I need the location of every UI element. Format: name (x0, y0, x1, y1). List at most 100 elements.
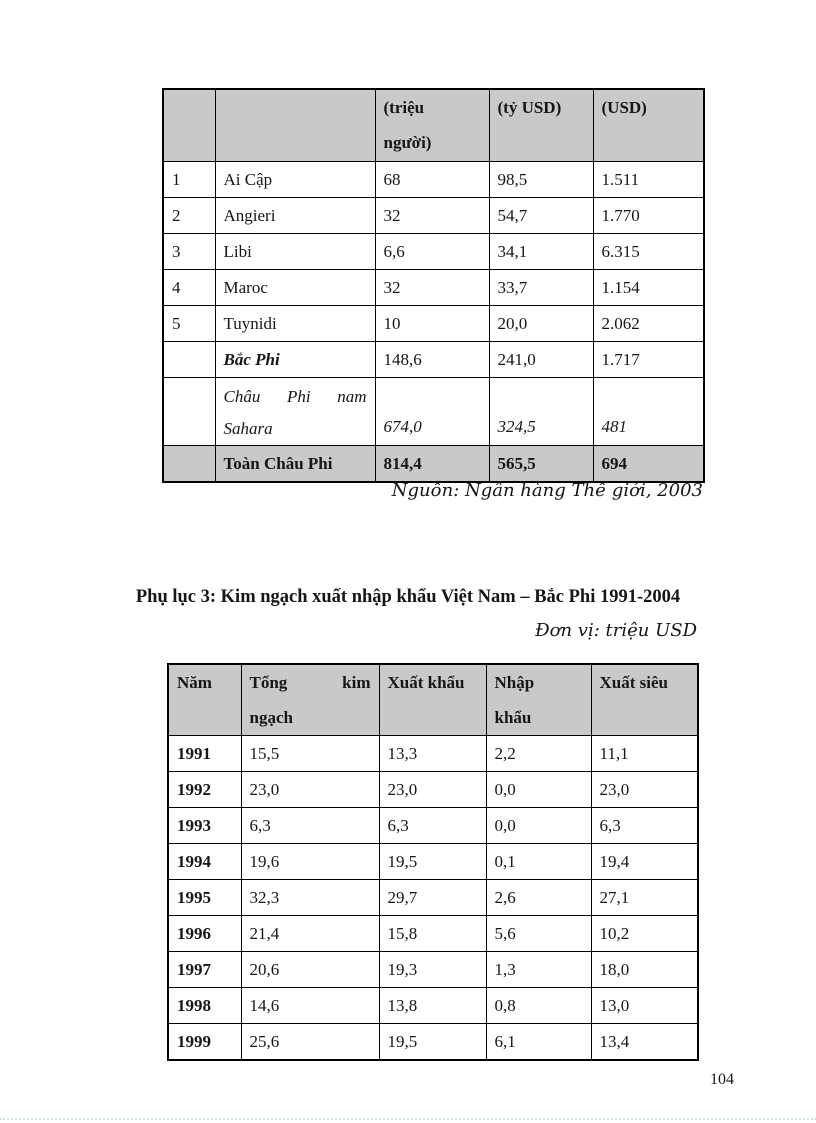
country-name: Libi (214, 232, 376, 270)
import-cell: 2,6 (485, 879, 592, 916)
region-name: Châu Phi nam Sahara (214, 376, 376, 446)
year-cell: 1997 (167, 951, 242, 988)
export-cell: 6,3 (378, 807, 487, 844)
gdp-value: 34,1 (488, 232, 594, 270)
total-cell: 20,6 (240, 951, 380, 988)
surplus-cell: 11,1 (590, 735, 699, 772)
per-capita-value: 1.154 (592, 268, 705, 306)
export-cell: 13,8 (378, 987, 487, 1024)
import-cell: 0,8 (485, 987, 592, 1024)
total-cell: 15,5 (240, 735, 380, 772)
import-cell: 5,6 (485, 915, 592, 952)
import-cell: 0,1 (485, 843, 592, 880)
region-name: Bắc Phi (214, 340, 376, 378)
table1-header-row: (triệu người) (tỷ USD) (USD) (162, 88, 705, 162)
surplus-cell: 23,0 (590, 771, 699, 808)
header-total-line2: ngạch (249, 708, 293, 727)
unit-caption: Đơn vị: triệu USD (535, 620, 697, 641)
gdp-value: 20,0 (488, 304, 594, 342)
sub-saharan-africa-row: Châu Phi nam Sahara 674,0 324,5 481 (162, 376, 705, 446)
row-no: 1 (162, 160, 216, 198)
total-cell: 23,0 (240, 771, 380, 808)
surplus-cell: 13,0 (590, 987, 699, 1024)
country-name: Tuynidi (214, 304, 376, 342)
table-row: 3 Libi 6,6 34,1 6.315 (162, 232, 705, 270)
export-cell: 23,0 (378, 771, 487, 808)
table-row: 5 Tuynidi 10 20,0 2.062 (162, 304, 705, 342)
export-cell: 19,5 (378, 1023, 487, 1061)
table1-header-empty-name (214, 88, 376, 162)
country-name: Angieri (214, 196, 376, 234)
population-value: 6,6 (374, 232, 490, 270)
export-cell: 19,5 (378, 843, 487, 880)
row-no (162, 340, 216, 378)
population-value: 68 (374, 160, 490, 198)
header-import: Nhập khẩu (485, 663, 592, 736)
year-cell: 1996 (167, 915, 242, 952)
year-cell: 1991 (167, 735, 242, 772)
population-value: 674,0 (374, 376, 490, 446)
surplus-cell: 27,1 (590, 879, 699, 916)
gdp-value: 241,0 (488, 340, 594, 378)
year-cell: 1995 (167, 879, 242, 916)
row-no: 2 (162, 196, 216, 234)
total-cell: 14,6 (240, 987, 380, 1024)
gdp-value: 98,5 (488, 160, 594, 198)
year-cell: 1994 (167, 843, 242, 880)
appendix-title: Phụ lục 3: Kim ngạch xuất nhập khẩu Việt… (135, 587, 681, 607)
header-total-turnover: Tổng kim ngạch (240, 663, 380, 736)
export-cell: 29,7 (378, 879, 487, 916)
header-import-line2: khẩu (494, 708, 532, 727)
table-row: 1 Ai Cập 68 98,5 1.511 (162, 160, 705, 198)
gdp-value: 54,7 (488, 196, 594, 234)
import-cell: 2,2 (485, 735, 592, 772)
year-cell: 1999 (167, 1023, 242, 1061)
export-cell: 19,3 (378, 951, 487, 988)
population-value: 32 (374, 268, 490, 306)
trade-table: Năm Tổng kim ngạch Xuất khẩu Nhập khẩu X… (167, 663, 699, 1061)
table-row: 1991 15,5 13,3 2,2 11,1 (167, 735, 699, 772)
north-africa-subtotal-row: Bắc Phi 148,6 241,0 1.717 (162, 340, 705, 378)
per-capita-value: 1.511 (592, 160, 705, 198)
export-cell: 13,3 (378, 735, 487, 772)
table-row: 1999 25,6 19,5 6,1 13,4 (167, 1023, 699, 1061)
total-cell: 25,6 (240, 1023, 380, 1061)
header-year: Năm (167, 663, 242, 736)
year-cell: 1993 (167, 807, 242, 844)
table-row: 1998 14,6 13,8 0,8 13,0 (167, 987, 699, 1024)
surplus-cell: 13,4 (590, 1023, 699, 1061)
per-capita-value: 1.770 (592, 196, 705, 234)
trade-table-header-row: Năm Tổng kim ngạch Xuất khẩu Nhập khẩu X… (167, 663, 699, 736)
per-capita-value: 1.717 (592, 340, 705, 378)
header-surplus: Xuất siêu (590, 663, 699, 736)
total-cell: 21,4 (240, 915, 380, 952)
country-name: Maroc (214, 268, 376, 306)
table-row: 1993 6,3 6,3 0,0 6,3 (167, 807, 699, 844)
table1-header-per-capita: (USD) (592, 88, 705, 162)
country-name: Ai Cập (214, 160, 376, 198)
table-row: 2 Angieri 32 54,7 1.770 (162, 196, 705, 234)
import-cell: 0,0 (485, 771, 592, 808)
per-capita-value: 2.062 (592, 304, 705, 342)
source-caption: Nguồn: Ngân hàng Thế giới, 2003 (391, 480, 703, 501)
surplus-cell: 6,3 (590, 807, 699, 844)
surplus-cell: 10,2 (590, 915, 699, 952)
import-cell: 1,3 (485, 951, 592, 988)
gdp-value: 33,7 (488, 268, 594, 306)
header-export: Xuất khẩu (378, 663, 487, 736)
population-value: 10 (374, 304, 490, 342)
table-row: 1996 21,4 15,8 5,6 10,2 (167, 915, 699, 952)
table-row: 1997 20,6 19,3 1,3 18,0 (167, 951, 699, 988)
population-value: 32 (374, 196, 490, 234)
header-import-line1: Nhập (494, 673, 535, 692)
row-no (162, 444, 216, 482)
year-cell: 1998 (167, 987, 242, 1024)
gdp-value: 324,5 (488, 376, 594, 446)
table1-header-population: (triệu người) (374, 88, 490, 162)
header-total-line1: Tổng kim (249, 673, 371, 692)
page-number: 104 (710, 1071, 734, 1088)
table-row: 1992 23,0 23,0 0,0 23,0 (167, 771, 699, 808)
per-capita-value: 6.315 (592, 232, 705, 270)
row-no: 3 (162, 232, 216, 270)
